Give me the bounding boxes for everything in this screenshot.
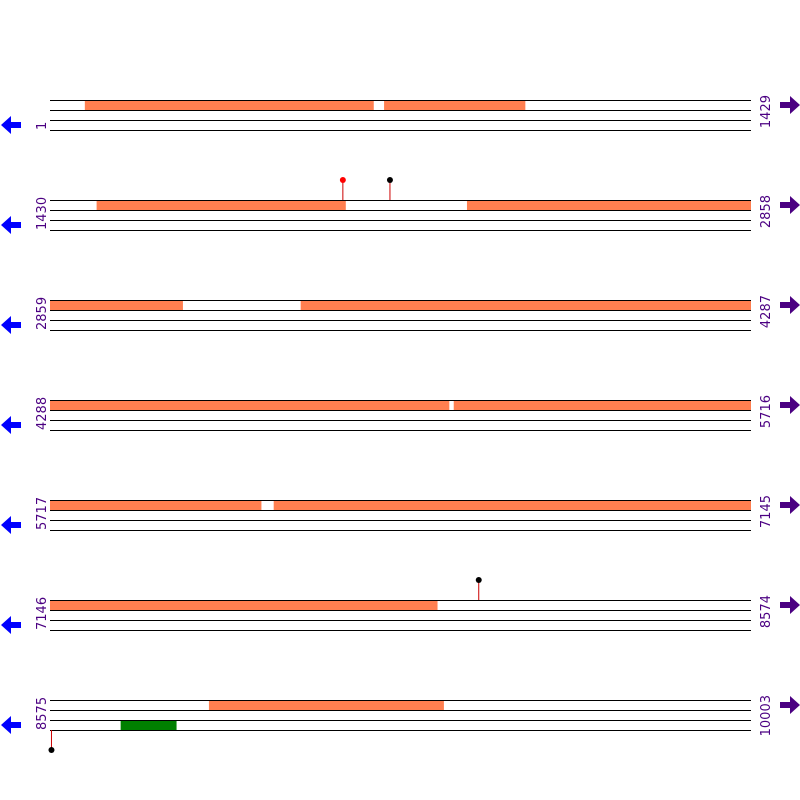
feature-block [466, 201, 751, 210]
arrow-right-icon [780, 296, 800, 314]
arrow-left-icon [1, 416, 21, 434]
feature-block [208, 701, 444, 710]
row-start-label: 5717 [35, 497, 50, 530]
row-end-label: 2858 [759, 195, 774, 228]
arrow-left-icon [1, 316, 21, 334]
arrow-right-icon [780, 196, 800, 214]
arrow-right-icon [780, 396, 800, 414]
row-start-label: 2859 [35, 297, 50, 330]
feature-block [50, 401, 450, 410]
feature-block-green [120, 721, 177, 730]
row-start-label: 7146 [35, 597, 50, 630]
row-end-label: 5716 [759, 395, 774, 428]
sequence-row: 5717 7145 [1, 495, 800, 534]
arrow-right-icon [780, 596, 800, 614]
pin-marker [475, 577, 482, 583]
feature-block [50, 601, 438, 610]
sequence-row: 2859 4287 [1, 295, 800, 334]
row-end-label: 4287 [759, 295, 774, 328]
row-end-label: 1429 [759, 95, 774, 128]
feature-block [96, 201, 346, 210]
arrow-left-icon [1, 116, 21, 134]
row-end-label: 10003 [759, 695, 774, 736]
arrow-right-icon [780, 696, 800, 714]
row-end-label: 7145 [759, 495, 774, 528]
feature-block [84, 101, 374, 110]
feature-block [50, 501, 262, 510]
pin-marker [339, 177, 346, 183]
arrow-left-icon [1, 516, 21, 534]
arrow-left-icon [1, 216, 21, 234]
row-start-label: 4288 [35, 397, 50, 430]
sequence-row: 8575 10003 [1, 695, 800, 753]
sequence-row: 7146 8574 [1, 577, 800, 634]
sequence-row: 1430 2858 [1, 177, 800, 234]
arrow-right-icon [780, 96, 800, 114]
arrow-left-icon [1, 716, 21, 734]
row-start-label: 1 [35, 122, 50, 130]
row-end-label: 8574 [759, 595, 774, 628]
pin-marker [386, 177, 393, 183]
arrow-left-icon [1, 616, 21, 634]
arrow-right-icon [780, 496, 800, 514]
pin-marker [48, 747, 55, 753]
feature-block [300, 301, 751, 310]
row-start-label: 8575 [35, 697, 50, 730]
feature-block [384, 101, 526, 110]
row-start-label: 1430 [35, 197, 50, 230]
feature-block [453, 401, 751, 410]
feature-block [273, 501, 751, 510]
sequence-row: 1 1429 [1, 95, 800, 134]
feature-block [50, 301, 183, 310]
sequence-row: 4288 5716 [1, 395, 800, 434]
